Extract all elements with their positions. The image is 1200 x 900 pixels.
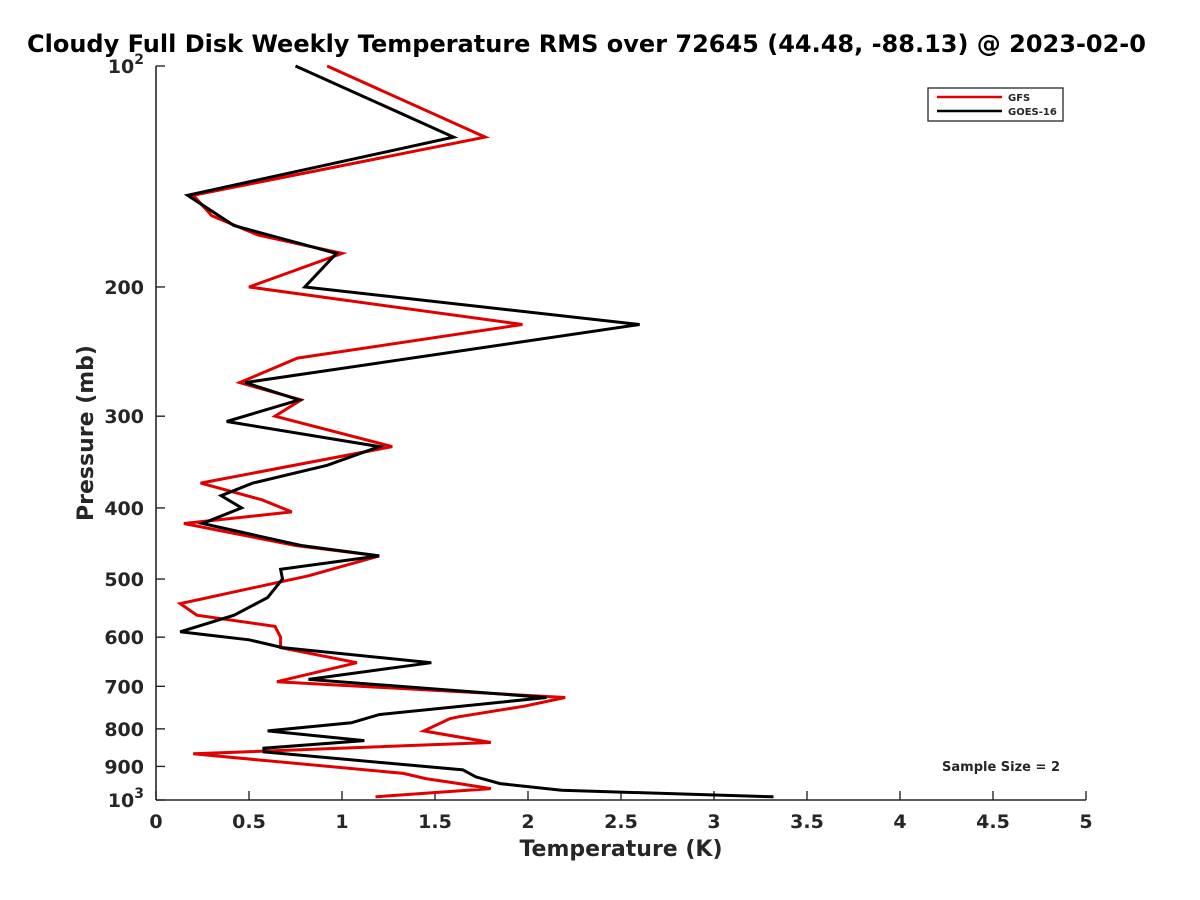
- x-tick-label: 5: [1079, 811, 1092, 833]
- x-axis-label: Temperature (K): [519, 837, 722, 862]
- y-tick-label: 103: [108, 786, 144, 812]
- y-tick-label: 400: [104, 498, 144, 520]
- y-tick-label: 800: [104, 719, 144, 741]
- x-tick-label: 2: [521, 811, 534, 833]
- x-tick-label: 4.5: [976, 811, 1010, 833]
- y-tick-label: 200: [104, 277, 144, 299]
- legend-label: GOES-16: [1008, 107, 1057, 118]
- x-tick-label: 4: [893, 811, 906, 833]
- axes: 0 0.5 1 1.5 2 2.5 3 3.5 4 4.5 5 102 200 300 400 500 600 7…: [74, 52, 1093, 862]
- y-axis-label: Pressure (mb): [74, 345, 99, 521]
- x-tick-label: 3.5: [790, 811, 824, 833]
- y-tick-label: 102: [108, 52, 144, 78]
- legend: GFS GOES-16: [927, 87, 1064, 122]
- y-tick-label: 300: [104, 406, 144, 428]
- y-tick-label: 500: [104, 569, 144, 591]
- chart-title: Cloudy Full Disk Weekly Temperature RMS …: [27, 30, 1146, 58]
- legend-label: GFS: [1008, 93, 1030, 104]
- y-tick-label: 600: [104, 627, 144, 649]
- x-tick-label: 2.5: [604, 811, 638, 833]
- series-line-gfs: [176, 64, 566, 799]
- x-tick-label: 0.5: [232, 811, 266, 833]
- series-line-goes-16: [179, 64, 774, 799]
- legend-box: [927, 87, 1064, 122]
- x-tick-label: 1: [335, 811, 348, 833]
- sample-size-annotation: Sample Size = 2: [942, 760, 1060, 775]
- x-tick-label: 0: [149, 811, 162, 833]
- series-lines: [176, 64, 774, 799]
- y-tick-label: 700: [104, 676, 144, 698]
- x-tick-label: 1.5: [418, 811, 452, 833]
- x-tick-label: 3: [707, 811, 720, 833]
- y-tick-label: 900: [104, 756, 144, 778]
